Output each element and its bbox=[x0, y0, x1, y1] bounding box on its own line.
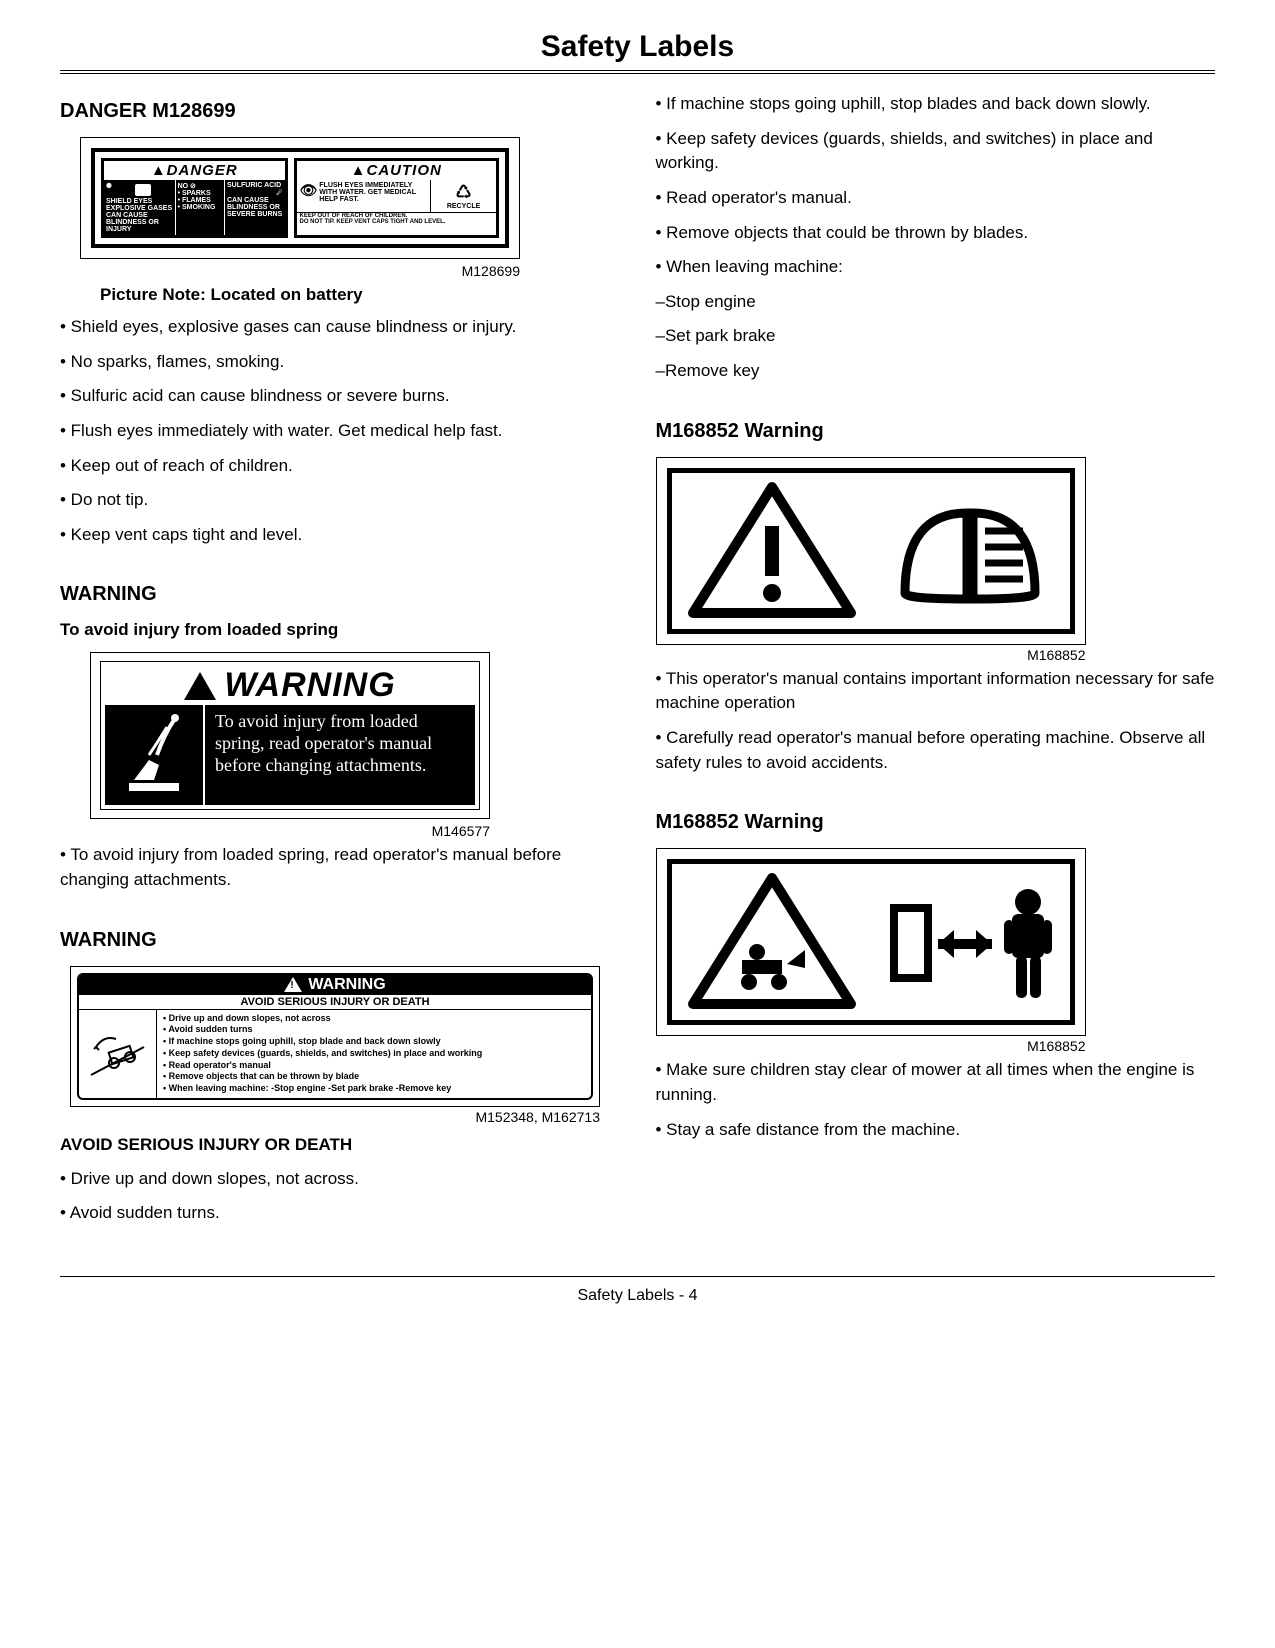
cell: CAN CAUSE BLINDNESS OR SEVERE BURNS bbox=[227, 197, 283, 218]
warning-triangle-icon bbox=[184, 672, 216, 700]
bullet: • Sulfuric acid can cause blindness or s… bbox=[60, 384, 620, 409]
caption-m152348: M152348, M162713 bbox=[60, 1109, 600, 1125]
label-item: • When leaving machine: -Stop engine -Se… bbox=[163, 1083, 585, 1095]
bullet: • Carefully read operator's manual befor… bbox=[656, 726, 1216, 775]
bullet: • Avoid sudden turns. bbox=[60, 1201, 620, 1226]
no-icon: ⊘ bbox=[190, 183, 196, 190]
bullet: –Stop engine bbox=[656, 290, 1216, 315]
cell: SULFURIC ACID bbox=[227, 182, 283, 189]
keep-distance-icon bbox=[878, 872, 1062, 1012]
label-item: • Drive up and down slopes, not across bbox=[163, 1013, 585, 1025]
bullet: • Keep safety devices (guards, shields, … bbox=[656, 127, 1216, 176]
cell: • FLAMES bbox=[178, 197, 222, 204]
caption-m146577: M146577 bbox=[60, 823, 490, 839]
bullet: • This operator's manual contains import… bbox=[656, 667, 1216, 716]
cell: CAN CAUSE BLINDNESS OR INJURY bbox=[106, 212, 173, 233]
warning-subhead: AVOID SERIOUS INJURY OR DEATH bbox=[79, 995, 591, 1010]
bullet: • Do not tip. bbox=[60, 488, 620, 513]
warning-word: WARNING bbox=[308, 976, 385, 994]
warning-word: WARNING bbox=[224, 666, 395, 705]
manual-book-icon bbox=[878, 481, 1062, 621]
bullet: • Keep out of reach of children. bbox=[60, 454, 620, 479]
warning-header: WARNING bbox=[105, 666, 475, 705]
label-figure-m168852-b bbox=[656, 848, 1086, 1036]
acid-icon: ☄ bbox=[227, 189, 283, 197]
warning-triangle-icon bbox=[284, 977, 302, 992]
mower-hazard-icon bbox=[680, 872, 864, 1012]
heading-warning-spring: WARNING bbox=[60, 583, 620, 606]
label-item: • Keep safety devices (guards, shields, … bbox=[163, 1048, 585, 1060]
warning-header: WARNING bbox=[79, 975, 591, 995]
page-title: Safety Labels bbox=[60, 30, 1215, 74]
caution-word: CAUTION bbox=[367, 162, 442, 179]
danger-panel: ▲DANGER ✺ SHIELD EYES EXPLOSIVE GASES CA… bbox=[101, 158, 288, 238]
label-item: • Read operator's manual bbox=[163, 1060, 585, 1072]
cell: DO NOT TIP. KEEP VENT CAPS TIGHT AND LEV… bbox=[300, 219, 494, 225]
recycle-icon: ♺ bbox=[434, 182, 493, 203]
picture-note: Picture Note: Located on battery bbox=[100, 285, 620, 305]
warning-label-list: • Drive up and down slopes, not across •… bbox=[157, 1010, 591, 1098]
cell: SHIELD EYES bbox=[106, 198, 173, 205]
subheading-avoid-injury: AVOID SERIOUS INJURY OR DEATH bbox=[60, 1135, 620, 1155]
bullet: • Shield eyes, explosive gases can cause… bbox=[60, 315, 620, 340]
cell: FLUSH EYES IMMEDIATELY WITH WATER. GET M… bbox=[319, 182, 427, 210]
heading-warning-slopes: WARNING bbox=[60, 929, 620, 952]
bullet: • To avoid injury from loaded spring, re… bbox=[60, 843, 620, 892]
label-item: • Remove objects that can be thrown by b… bbox=[163, 1071, 585, 1083]
bullet: • No sparks, flames, smoking. bbox=[60, 350, 620, 375]
label-figure-m146577: WARNING To avoid injury from loade bbox=[90, 652, 490, 819]
heading-m168852-a: M168852 Warning bbox=[656, 420, 1216, 443]
rollover-icon bbox=[79, 1010, 157, 1098]
left-column: DANGER M128699 ▲DANGER ✺ SHIELD EYES EXP… bbox=[60, 92, 620, 1236]
label-figure-m168852-a bbox=[656, 457, 1086, 645]
label-item: • Avoid sudden turns bbox=[163, 1024, 585, 1036]
cell: RECYCLE bbox=[434, 203, 493, 210]
flush-icon: 👁 bbox=[300, 182, 318, 210]
caption-m168852-a: M168852 bbox=[656, 647, 1086, 663]
goggles-icon bbox=[134, 183, 152, 197]
bullet: –Remove key bbox=[656, 359, 1216, 384]
spring-hand-icon bbox=[105, 705, 205, 805]
bullet: • Remove objects that could be thrown by… bbox=[656, 221, 1216, 246]
page-footer: Safety Labels - 4 bbox=[60, 1276, 1215, 1305]
caution-panel: ▲CAUTION 👁 FLUSH EYES IMMEDIATELY WITH W… bbox=[294, 158, 500, 238]
bullet: • Stay a safe distance from the machine. bbox=[656, 1118, 1216, 1143]
bullet: • Drive up and down slopes, not across. bbox=[60, 1167, 620, 1192]
cell: • SPARKS bbox=[178, 190, 222, 197]
bullet: • Read operator's manual. bbox=[656, 186, 1216, 211]
bullet: • Keep vent caps tight and level. bbox=[60, 523, 620, 548]
bullet: • If machine stops going uphill, stop bl… bbox=[656, 92, 1216, 117]
warning-label-text: To avoid injury from loaded spring, read… bbox=[205, 705, 475, 805]
caption-m168852-b: M168852 bbox=[656, 1038, 1086, 1054]
heading-m168852-b: M168852 Warning bbox=[656, 811, 1216, 834]
heading-danger-m128699: DANGER M128699 bbox=[60, 100, 620, 123]
cell: NO ⊘ bbox=[178, 182, 222, 190]
bullet: • When leaving machine: bbox=[656, 255, 1216, 280]
danger-word: DANGER bbox=[167, 162, 238, 179]
burst-icon: ✺ bbox=[106, 182, 112, 198]
danger-label: ▲DANGER ✺ SHIELD EYES EXPLOSIVE GASES CA… bbox=[91, 148, 509, 248]
cell: EXPLOSIVE GASES bbox=[106, 205, 173, 212]
warning-triangle-icon bbox=[680, 481, 864, 621]
right-column: • If machine stops going uphill, stop bl… bbox=[656, 92, 1216, 1236]
bullet: –Set park brake bbox=[656, 324, 1216, 349]
label-figure-m128699: ▲DANGER ✺ SHIELD EYES EXPLOSIVE GASES CA… bbox=[80, 137, 520, 259]
label-figure-m152348: WARNING AVOID SERIOUS INJURY OR DEATH bbox=[70, 966, 600, 1107]
content-columns: DANGER M128699 ▲DANGER ✺ SHIELD EYES EXP… bbox=[60, 92, 1215, 1236]
label-item: • If machine stops going uphill, stop bl… bbox=[163, 1036, 585, 1048]
subheading-spring: To avoid injury from loaded spring bbox=[60, 620, 620, 640]
bullet: • Make sure children stay clear of mower… bbox=[656, 1058, 1216, 1107]
bullet: • Flush eyes immediately with water. Get… bbox=[60, 419, 620, 444]
cell: • SMOKING bbox=[178, 204, 222, 211]
caption-m128699: M128699 bbox=[60, 263, 520, 279]
